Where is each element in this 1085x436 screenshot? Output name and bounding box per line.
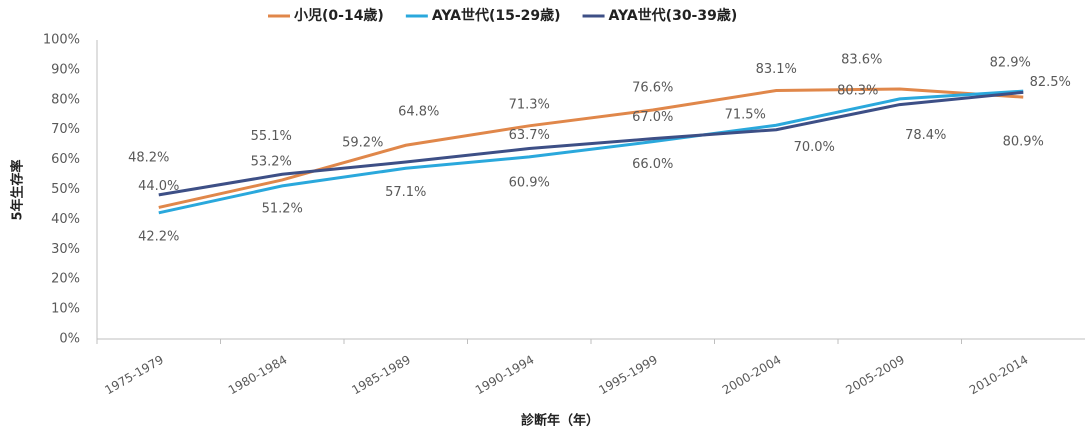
data-label: 70.0%: [794, 140, 835, 155]
series-line: [158, 89, 1024, 215]
data-label: 78.4%: [905, 128, 946, 143]
data-label: 55.1%: [251, 129, 292, 144]
y-tick-label: 60%: [51, 152, 80, 167]
x-tick-label: 1975-1979: [102, 353, 166, 398]
data-label: 82.5%: [1030, 75, 1071, 90]
y-tick-label: 20%: [51, 272, 80, 287]
y-axis-title: 5年生存率: [10, 159, 26, 220]
data-label: 80.9%: [1003, 135, 1044, 150]
y-tick-label: 10%: [51, 302, 80, 317]
data-label: 51.2%: [262, 201, 303, 216]
y-tick-label: 30%: [51, 242, 80, 257]
data-label: 83.1%: [756, 62, 797, 77]
x-tick-label: 1995-1999: [596, 353, 660, 398]
data-label: 66.0%: [632, 157, 673, 172]
data-label: 63.7%: [509, 128, 550, 143]
data-label: 71.5%: [725, 108, 766, 123]
legend-label: AYA世代(30-39歳): [609, 7, 738, 24]
data-label: 59.2%: [342, 135, 383, 150]
data-label: 60.9%: [509, 175, 550, 190]
data-label: 42.2%: [138, 229, 179, 244]
data-label: 83.6%: [841, 53, 882, 68]
x-tick-label: 1990-1994: [473, 353, 537, 398]
legend-label: 小児(0-14歳): [294, 7, 384, 24]
x-tick-label: 2010-2014: [967, 353, 1031, 398]
y-tick-label: 40%: [51, 212, 80, 227]
y-tick-label: 0%: [59, 332, 80, 347]
y-tick-label: 80%: [51, 92, 80, 107]
data-label: 53.2%: [251, 154, 292, 169]
data-label: 76.6%: [632, 80, 673, 95]
data-label: 64.8%: [398, 105, 439, 120]
data-label: 57.1%: [385, 185, 426, 200]
y-tick-label: 70%: [51, 122, 80, 137]
x-axis-title: 診断年（年）: [521, 413, 599, 429]
y-tick-label: 90%: [51, 62, 80, 77]
series-line: [158, 90, 1024, 197]
data-label: 48.2%: [128, 150, 169, 165]
data-label: 44.0%: [138, 179, 179, 194]
data-label: 67.0%: [632, 110, 673, 125]
data-label: 71.3%: [509, 97, 550, 112]
data-label: 82.9%: [990, 56, 1031, 71]
data-label: 80.3%: [837, 83, 878, 98]
y-tick-label: 50%: [51, 182, 80, 197]
x-tick-label: 2000-2004: [720, 353, 784, 398]
x-tick-label: 2005-2009: [843, 353, 907, 398]
y-tick-label: 100%: [43, 33, 80, 48]
series-line: [158, 87, 1024, 209]
x-tick-label: 1980-1984: [226, 353, 290, 398]
x-tick-label: 1985-1989: [349, 353, 413, 398]
legend-label: AYA世代(15-29歳): [432, 7, 561, 24]
